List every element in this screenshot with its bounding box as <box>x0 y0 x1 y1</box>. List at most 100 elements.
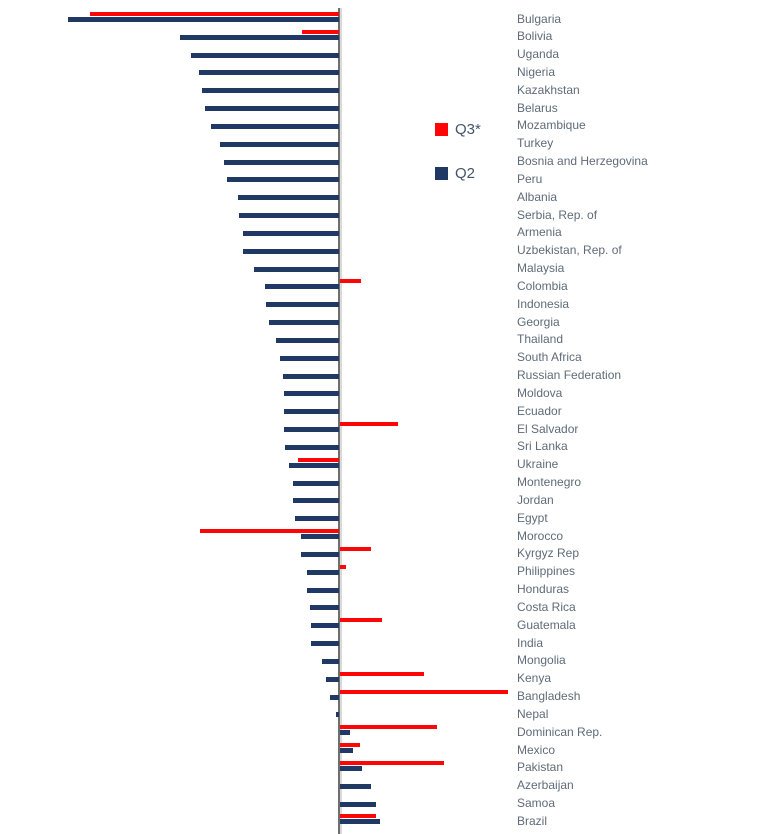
q2-bar <box>280 355 339 361</box>
q3-legend-label: Q3* <box>455 121 481 138</box>
country-label: Kazakhstan <box>517 82 580 97</box>
q3-bar <box>340 618 382 623</box>
q2-bar <box>227 177 339 183</box>
q2-bar <box>330 694 339 700</box>
q3-bar <box>302 29 339 34</box>
q3-bar <box>298 457 339 462</box>
country-label: Bangladesh <box>517 689 581 704</box>
country-label: Mozambique <box>517 118 586 133</box>
country-label: Ecuador <box>517 403 562 418</box>
country-label: Kyrgyz Rep <box>517 546 580 561</box>
q2-bar <box>340 783 371 789</box>
q2-bar <box>293 480 339 486</box>
country-label: Dominican Rep. <box>517 724 603 739</box>
q2-bar <box>205 106 339 112</box>
q2-legend-swatch-icon <box>435 167 448 180</box>
country-label: Georgia <box>517 314 560 329</box>
q2-bar <box>340 748 353 754</box>
q2-bar <box>307 569 339 575</box>
q2-bar <box>243 248 339 254</box>
country-label: Nigeria <box>517 64 556 79</box>
country-label: Kenya <box>517 671 552 686</box>
q2-bar <box>311 623 339 629</box>
country-label: Colombia <box>517 278 568 293</box>
country-label: Indonesia <box>517 296 570 311</box>
q2-bar <box>340 801 376 807</box>
q3-bar <box>340 760 444 765</box>
country-label: Bolivia <box>517 29 553 44</box>
country-label: Moldova <box>517 385 563 400</box>
q2-bar <box>340 819 380 825</box>
q2-bar <box>301 534 339 540</box>
q2-bar <box>283 373 339 379</box>
legend-item-q3: Q3* <box>435 121 481 138</box>
country-label: Samoa <box>517 796 556 811</box>
country-label: Turkey <box>517 136 554 151</box>
q2-bar <box>211 123 339 129</box>
country-label: Uganda <box>517 47 560 62</box>
q3-bar <box>340 689 508 694</box>
q2-bar <box>284 427 339 433</box>
country-label: Montenegro <box>517 475 582 490</box>
q3-bar <box>200 529 339 534</box>
q2-bar <box>202 88 339 94</box>
q2-bar <box>269 320 339 326</box>
country-label: Bosnia and Herzegovina <box>517 154 648 169</box>
q3-bar <box>340 743 360 748</box>
q2-bar <box>224 159 339 165</box>
q2-bar <box>276 337 339 343</box>
country-label: Malaysia <box>517 261 565 276</box>
q2-bar <box>265 284 339 290</box>
q2-bar <box>307 587 339 593</box>
country-label: Thailand <box>517 332 564 347</box>
q3-bar <box>340 814 376 819</box>
q2-bar <box>326 676 339 682</box>
country-label: Brazil <box>517 813 548 828</box>
q2-bar <box>285 444 339 450</box>
q2-legend-label: Q2 <box>455 165 476 182</box>
country-label: Ukraine <box>517 457 559 472</box>
country-label: Sri Lanka <box>517 439 568 454</box>
country-label: Belarus <box>517 100 558 115</box>
q2-bar <box>239 213 339 219</box>
q2-bar <box>254 266 339 272</box>
country-label: Costa Rica <box>517 599 576 614</box>
q2-bar <box>340 765 362 771</box>
q2-bar <box>180 34 339 40</box>
q2-bar <box>322 658 339 664</box>
country-label: Mongolia <box>517 653 566 668</box>
q3-bar <box>90 12 339 16</box>
country-label: Serbia, Rep. of <box>517 207 598 222</box>
q2-bar <box>336 712 339 718</box>
country-label: Mexico <box>517 742 556 757</box>
country-label: Egypt <box>517 510 548 525</box>
country-label: Guatemala <box>517 617 576 632</box>
legend-item-q2: Q2 <box>435 165 475 182</box>
country-label: Jordan <box>517 492 554 507</box>
q2-bar <box>199 70 339 76</box>
q2-bar <box>301 551 339 557</box>
q2-bar <box>284 409 339 415</box>
country-label: Azerbaijan <box>517 778 574 793</box>
country-label: Albania <box>517 189 558 204</box>
q3-bar <box>340 546 371 551</box>
q2-bar <box>295 516 339 522</box>
q2-bar <box>68 17 339 22</box>
country-label: Nepal <box>517 706 549 721</box>
country-label: South Africa <box>517 350 582 365</box>
country-label: Philippines <box>517 564 576 579</box>
q3-bar <box>340 725 437 730</box>
q2-bar <box>238 195 339 201</box>
q3-bar <box>340 422 398 427</box>
q3-bar <box>340 564 346 569</box>
zero-baseline-axis <box>338 8 340 834</box>
country-label: Honduras <box>517 582 570 597</box>
country-label: Peru <box>517 171 543 186</box>
country-label: Pakistan <box>517 760 564 775</box>
q2-bar <box>311 641 339 647</box>
q2-bar <box>289 462 339 468</box>
country-label: El Salvador <box>517 421 579 436</box>
country-label: Bulgaria <box>517 11 562 26</box>
q2-bar <box>340 730 350 736</box>
